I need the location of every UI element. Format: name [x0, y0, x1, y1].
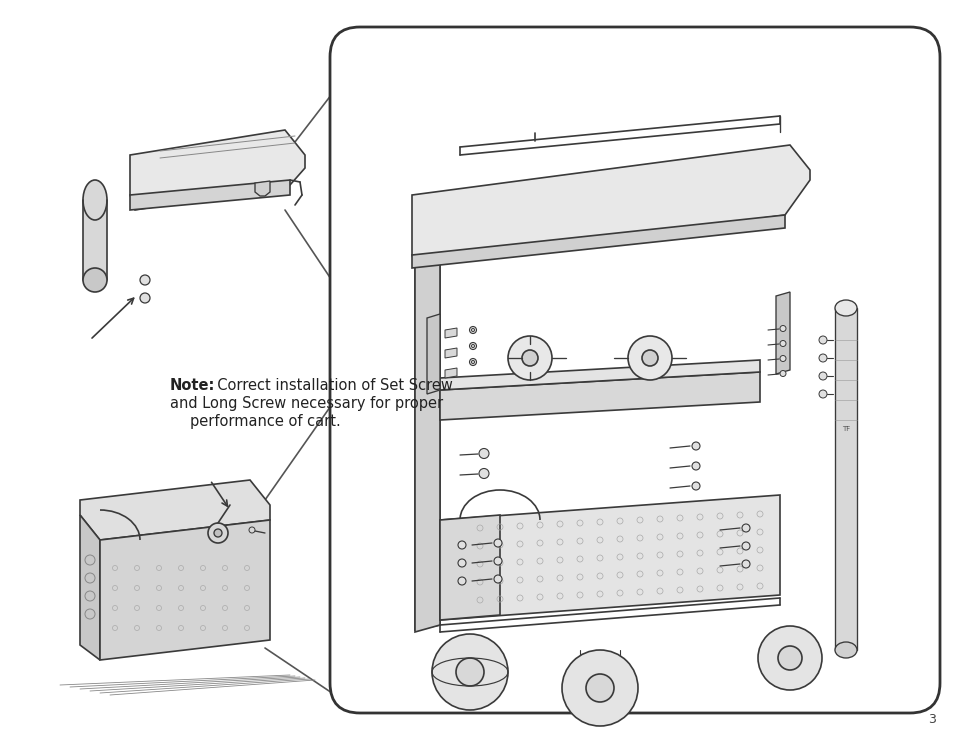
Circle shape	[213, 529, 222, 537]
Circle shape	[208, 523, 228, 543]
Circle shape	[818, 390, 826, 398]
Circle shape	[691, 482, 700, 490]
Polygon shape	[130, 180, 290, 210]
Circle shape	[457, 559, 465, 567]
Circle shape	[780, 370, 785, 376]
Polygon shape	[100, 520, 270, 660]
Circle shape	[482, 687, 491, 695]
Ellipse shape	[834, 300, 856, 316]
Polygon shape	[439, 495, 780, 620]
Polygon shape	[83, 200, 107, 280]
Circle shape	[140, 293, 150, 303]
Circle shape	[494, 557, 501, 565]
Polygon shape	[415, 258, 439, 632]
Circle shape	[494, 539, 501, 547]
Polygon shape	[439, 515, 499, 620]
Circle shape	[741, 524, 749, 532]
Circle shape	[507, 336, 552, 380]
Text: Correct installation of Set Screw: Correct installation of Set Screw	[208, 378, 453, 393]
Circle shape	[818, 354, 826, 362]
FancyBboxPatch shape	[330, 27, 939, 713]
Polygon shape	[444, 328, 456, 338]
Text: 3: 3	[927, 713, 935, 726]
Polygon shape	[254, 181, 270, 196]
Polygon shape	[412, 145, 809, 265]
Circle shape	[585, 674, 614, 702]
Circle shape	[456, 658, 483, 686]
Polygon shape	[439, 360, 760, 390]
Text: performance of cart.: performance of cart.	[190, 414, 340, 429]
Polygon shape	[130, 130, 305, 210]
Circle shape	[469, 359, 476, 365]
Circle shape	[780, 325, 785, 331]
Circle shape	[478, 449, 489, 458]
Circle shape	[741, 560, 749, 568]
Circle shape	[561, 650, 638, 726]
Circle shape	[778, 646, 801, 670]
Circle shape	[741, 542, 749, 550]
Circle shape	[469, 342, 476, 350]
Circle shape	[140, 275, 150, 285]
Circle shape	[818, 372, 826, 380]
Polygon shape	[439, 372, 760, 420]
Text: Note:: Note:	[170, 378, 215, 393]
Circle shape	[521, 350, 537, 366]
Circle shape	[478, 469, 489, 478]
Circle shape	[691, 442, 700, 450]
Polygon shape	[775, 292, 789, 374]
Circle shape	[457, 577, 465, 585]
Circle shape	[457, 541, 465, 549]
Text: TF: TF	[841, 426, 849, 432]
Text: and Long Screw necessary for proper: and Long Screw necessary for proper	[170, 396, 442, 411]
Circle shape	[249, 527, 254, 533]
Polygon shape	[834, 308, 856, 650]
Circle shape	[758, 626, 821, 690]
Circle shape	[818, 336, 826, 344]
Ellipse shape	[83, 268, 107, 292]
Circle shape	[576, 668, 583, 676]
Circle shape	[780, 340, 785, 347]
Polygon shape	[415, 258, 439, 630]
Circle shape	[691, 462, 700, 470]
Circle shape	[627, 336, 671, 380]
Polygon shape	[412, 215, 784, 268]
Circle shape	[641, 350, 658, 366]
Circle shape	[432, 634, 507, 710]
Circle shape	[469, 326, 476, 334]
Circle shape	[780, 356, 785, 362]
Polygon shape	[80, 515, 100, 660]
Polygon shape	[444, 348, 456, 358]
Polygon shape	[439, 218, 789, 630]
Ellipse shape	[834, 642, 856, 658]
Polygon shape	[427, 314, 439, 394]
Polygon shape	[444, 368, 456, 378]
Ellipse shape	[83, 180, 107, 220]
Polygon shape	[80, 480, 270, 540]
Circle shape	[616, 668, 623, 676]
Circle shape	[494, 575, 501, 583]
